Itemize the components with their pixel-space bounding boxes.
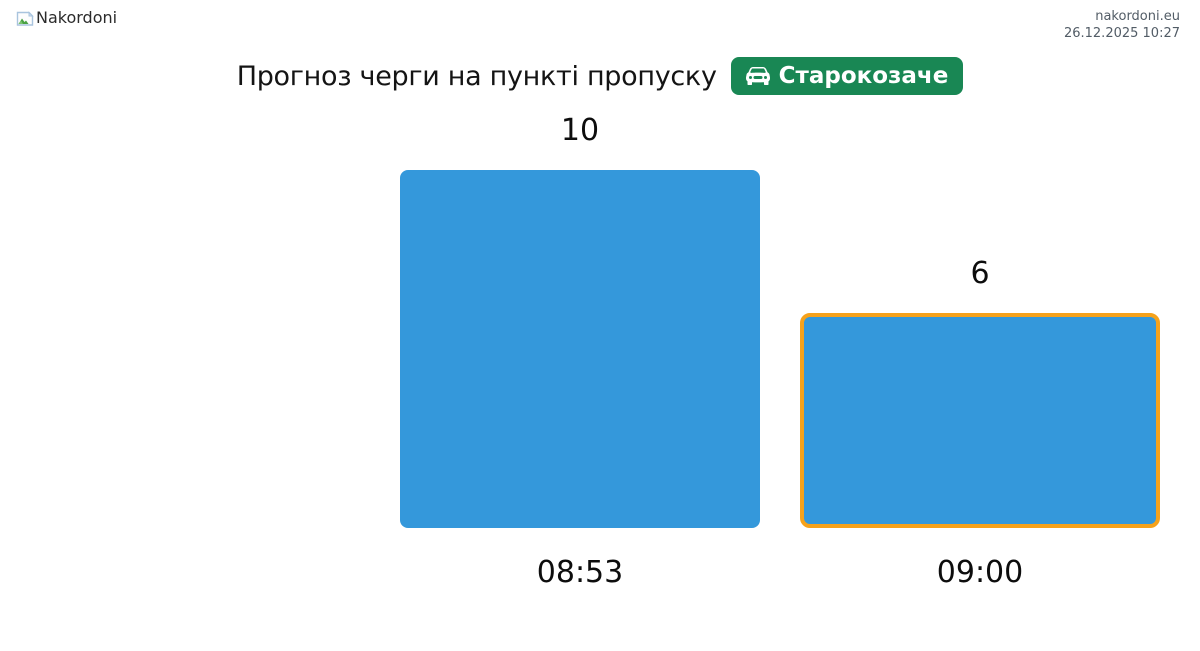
site-info: nakordoni.eu 26.12.2025 10:27 [1064,8,1180,42]
broken-image-icon [16,10,35,27]
timestamp: 26.12.2025 10:27 [1063,26,1180,41]
bar[interactable] [400,170,760,528]
bar-column: 10 08:53 [400,114,760,590]
bar-value-label: 6 [970,256,990,291]
bar-value-label: 10 [560,113,600,148]
checkpoint-name: Старокозаче [778,63,949,89]
car-icon [745,64,770,88]
checkpoint-badge[interactable]: Старокозаче [730,57,964,95]
site-url: nakordoni.eu [1095,9,1180,24]
page-title: Прогноз черги на пункті пропуску [236,60,717,92]
logo-alt-text: Nakordoni [36,8,118,27]
bar-time-label: 08:53 [536,555,624,590]
page-title-row: Прогноз черги на пункті пропуску Староко… [0,57,1200,95]
header: Nakordoni nakordoni.eu 26.12.2025 10:27 [0,0,1200,42]
site-logo[interactable]: Nakordoni [16,8,117,27]
bar-column: 6 09:00 [800,257,1160,590]
bar-chart: 10 08:53 6 09:00 [400,114,1160,590]
bar[interactable] [800,313,1160,528]
bar-time-label: 09:00 [936,555,1024,590]
